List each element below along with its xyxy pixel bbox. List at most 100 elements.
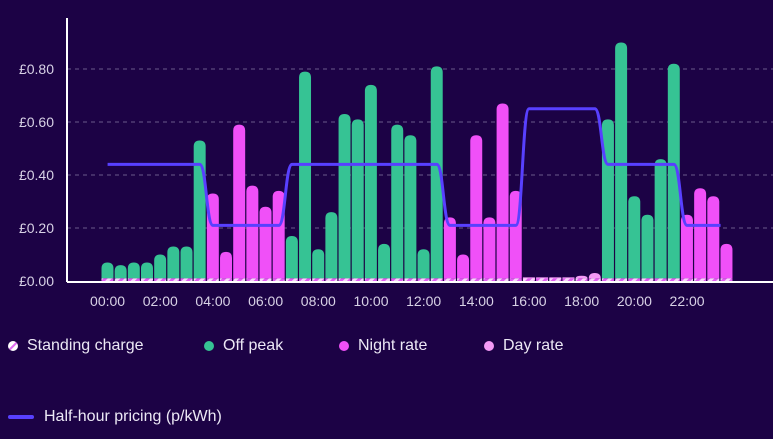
y-tick-label: £0.40: [19, 167, 54, 183]
x-tick-label: 12:00: [406, 293, 441, 309]
bar-off: [285, 235, 298, 279]
bar-off: [154, 254, 167, 279]
x-tick-label: 10:00: [353, 293, 388, 309]
bar-standing-charge: [443, 278, 456, 281]
bar-off: [404, 135, 417, 279]
bar-standing-charge: [654, 278, 667, 281]
y-tick-label: £0.60: [19, 114, 54, 130]
y-tick-label: £0.80: [19, 61, 54, 77]
bar-standing-charge: [496, 278, 509, 281]
bar-standing-charge: [206, 278, 219, 281]
bar-off: [193, 140, 206, 279]
bar-off: [378, 243, 391, 279]
bar-standing-charge: [378, 278, 391, 281]
bar-standing-charge: [470, 278, 483, 281]
bar-night: [470, 135, 483, 279]
bar-standing-charge: [615, 278, 628, 281]
x-tick-label: 18:00: [564, 293, 599, 309]
bar-standing-charge: [272, 278, 285, 281]
bar-standing-charge: [220, 278, 232, 281]
legend-night-rate[interactable]: Night rate: [339, 337, 427, 355]
bar-off: [312, 249, 325, 279]
bar-off: [417, 249, 430, 279]
bar-standing-charge: [549, 278, 562, 281]
legend-half-hour-pricing[interactable]: Half-hour pricing (p/kWh): [8, 408, 222, 426]
bar-standing-charge: [193, 278, 206, 281]
bar-standing-charge: [259, 278, 272, 281]
x-tick-label: 22:00: [670, 293, 705, 309]
bar-off: [654, 159, 667, 279]
bar-off: [167, 246, 180, 279]
bar-standing-charge: [246, 278, 259, 281]
bar-off: [430, 66, 443, 279]
bar-day: [588, 273, 601, 279]
bar-standing-charge: [101, 278, 114, 281]
bar-standing-charge: [562, 278, 575, 281]
x-tick-label: 06:00: [248, 293, 283, 309]
bar-night: [707, 196, 720, 279]
bar-standing-charge: [312, 278, 325, 281]
bar-standing-charge: [536, 278, 549, 281]
x-tick-label: 02:00: [143, 293, 178, 309]
x-tick-label: 20:00: [617, 293, 652, 309]
bar-night: [483, 217, 496, 279]
bar-off: [351, 119, 364, 279]
bar-standing-charge: [338, 278, 351, 281]
bar-standing-charge: [628, 278, 641, 281]
bar-standing-charge: [575, 278, 588, 281]
bar-standing-charge: [404, 278, 417, 281]
x-tick-label: 08:00: [301, 293, 336, 309]
bar-off: [180, 246, 193, 279]
bar-off: [338, 114, 351, 279]
bar-off: [101, 262, 114, 279]
off-peak-swatch-icon: [204, 341, 214, 351]
bar-night: [457, 254, 470, 279]
legend-label: Standing charge: [27, 337, 144, 354]
legend-day-rate[interactable]: Day rate: [484, 337, 563, 355]
bar-day: [575, 275, 588, 279]
bar-standing-charge: [154, 278, 167, 281]
day-rate-swatch-icon: [484, 341, 494, 351]
bar-standing-charge: [233, 278, 246, 281]
bar-standing-charge: [299, 278, 312, 281]
bar-standing-charge: [351, 278, 364, 281]
x-tick-label: 16:00: [512, 293, 547, 309]
bar-standing-charge: [127, 278, 140, 281]
x-tick-label: 14:00: [459, 293, 494, 309]
y-tick-label: £0.20: [19, 220, 54, 236]
bar-standing-charge: [417, 278, 430, 281]
bar-off: [325, 212, 338, 279]
bar-standing-charge: [285, 278, 298, 281]
bar-standing-charge: [430, 278, 443, 281]
legend-label: Night rate: [358, 337, 428, 354]
bar-night: [443, 217, 456, 279]
chart: £0.00 £0.20 £0.40 £0.60 £0.80 00:00 02:00 04:00…: [19, 18, 773, 309]
bar-night: [496, 103, 509, 279]
bar-standing-charge: [114, 278, 127, 281]
bar-night: [259, 206, 272, 279]
bar-standing-charge: [509, 278, 522, 281]
bar-standing-charge: [720, 278, 733, 281]
legend-standing-charge[interactable]: Standing charge: [8, 337, 144, 355]
bar-standing-charge: [522, 278, 535, 281]
bar-night: [720, 243, 733, 279]
bar-off: [615, 42, 628, 279]
bar-standing-charge: [180, 278, 193, 281]
bar-standing-charge: [588, 278, 601, 281]
bar-standing-charge: [601, 278, 614, 281]
bar-off: [667, 63, 680, 279]
bar-off: [114, 265, 127, 279]
bar-standing-charge: [391, 278, 404, 281]
bar-night: [233, 124, 246, 279]
bar-standing-charge: [167, 278, 180, 281]
bar-standing-charge: [141, 278, 153, 281]
night-rate-swatch-icon: [339, 341, 349, 351]
bar-off: [141, 262, 153, 279]
legend-off-peak[interactable]: Off peak: [204, 337, 283, 355]
bar-off: [391, 124, 404, 279]
bar-off: [299, 71, 312, 279]
bar-off: [364, 84, 377, 279]
bar-night: [680, 214, 693, 279]
bar-off: [127, 262, 140, 279]
bar-standing-charge: [680, 278, 693, 281]
